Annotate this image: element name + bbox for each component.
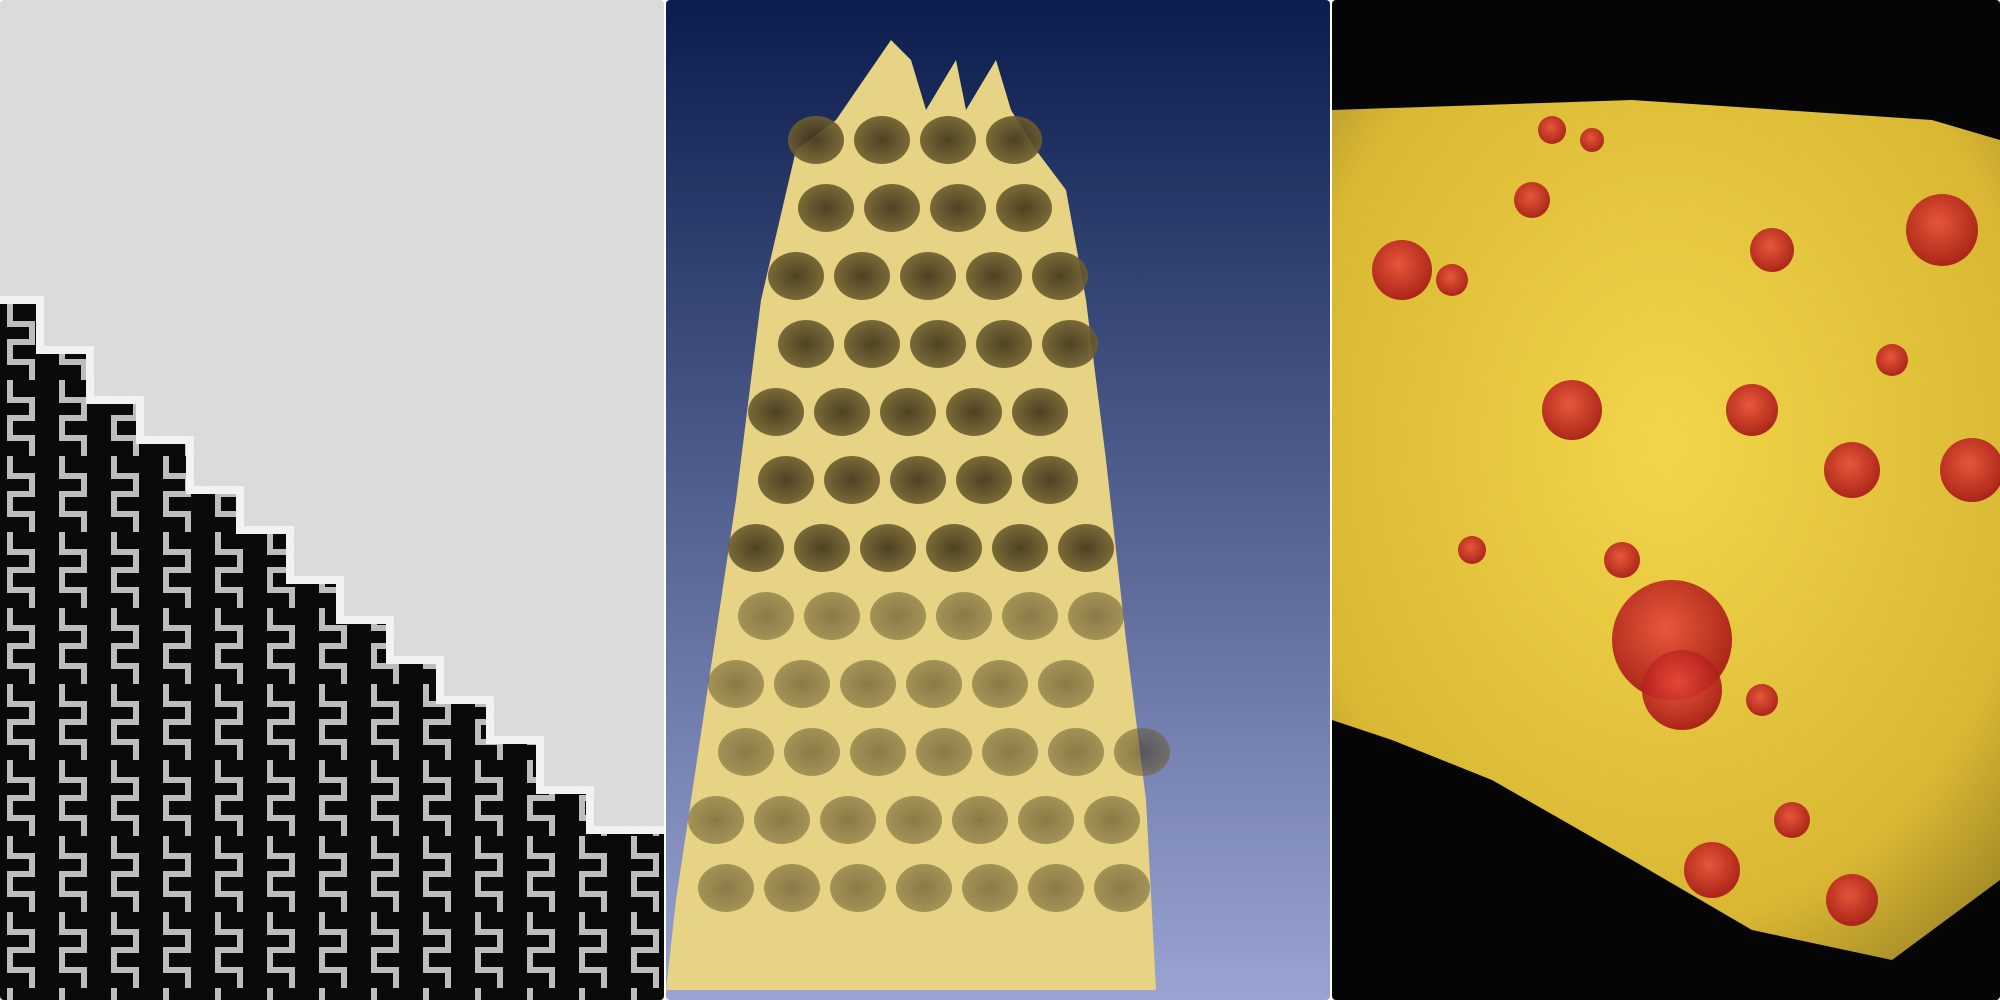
red-inclusion	[1436, 264, 1468, 296]
red-inclusion	[1750, 228, 1794, 272]
lattice-pore	[946, 388, 1002, 436]
lattice-pore	[784, 728, 840, 776]
lattice-pore	[718, 728, 774, 776]
lattice-pore	[824, 456, 880, 504]
lattice-pore	[860, 524, 916, 572]
lattice-pore	[708, 660, 764, 708]
lattice-pore	[778, 320, 834, 368]
lattice-pore	[1022, 456, 1078, 504]
lattice-pore	[834, 252, 890, 300]
lattice-pore	[952, 796, 1008, 844]
lattice-pore	[900, 252, 956, 300]
lattice-pore	[870, 592, 926, 640]
lattice-pore	[1028, 864, 1084, 912]
lattice-pore	[1048, 728, 1104, 776]
lattice-pore	[788, 116, 844, 164]
lattice-pore	[754, 796, 810, 844]
lattice-pore	[854, 116, 910, 164]
lattice-pore	[920, 116, 976, 164]
red-inclusion	[1514, 182, 1550, 218]
tem-micrograph-panel	[0, 0, 664, 1000]
lattice-pore	[1012, 388, 1068, 436]
lattice-pore	[798, 184, 854, 232]
lattice-pore	[966, 252, 1022, 300]
lattice-pore	[906, 660, 962, 708]
tem-micrograph-image	[0, 0, 664, 1000]
lattice-pore	[1032, 252, 1088, 300]
lattice-pore	[1094, 864, 1150, 912]
lattice-pore	[738, 592, 794, 640]
red-inclusion	[1642, 650, 1722, 730]
red-inclusion	[1906, 194, 1978, 266]
lattice-pore	[910, 320, 966, 368]
lattice-pore	[1084, 796, 1140, 844]
lattice-pore	[764, 864, 820, 912]
lattice-pore	[930, 184, 986, 232]
lattice-pore	[758, 456, 814, 504]
lattice-pore	[880, 388, 936, 436]
lattice-pore	[748, 388, 804, 436]
lattice-pore	[814, 388, 870, 436]
volume-render-panel	[1332, 0, 2000, 1000]
lattice-pore	[986, 116, 1042, 164]
lattice-pore	[972, 660, 1028, 708]
lattice-pore	[688, 796, 744, 844]
lattice-pore	[1058, 524, 1114, 572]
lattice-pore	[820, 796, 876, 844]
red-inclusion	[1876, 344, 1908, 376]
red-inclusion	[1604, 542, 1640, 578]
lattice-pore	[794, 524, 850, 572]
red-inclusion	[1580, 128, 1604, 152]
lattice-pore	[996, 184, 1052, 232]
red-inclusion	[1726, 384, 1778, 436]
lattice-pore	[1038, 660, 1094, 708]
lattice-pore	[962, 864, 1018, 912]
red-inclusion	[1746, 684, 1778, 716]
lattice-pore	[936, 592, 992, 640]
lattice-pore	[976, 320, 1032, 368]
lattice-pore	[1018, 796, 1074, 844]
lattice-pore	[1114, 728, 1170, 776]
red-inclusion	[1542, 380, 1602, 440]
lattice-pore	[982, 728, 1038, 776]
lattice-pore	[926, 524, 982, 572]
red-inclusion	[1824, 442, 1880, 498]
red-inclusion	[1774, 802, 1810, 838]
lattice-pore	[774, 660, 830, 708]
tomography-lattice-panel	[666, 0, 1330, 1000]
lattice-pore	[830, 864, 886, 912]
lattice-pore	[728, 524, 784, 572]
lattice-pore	[896, 864, 952, 912]
lattice-pore	[768, 252, 824, 300]
lattice-pore	[698, 864, 754, 912]
lattice-pore	[844, 320, 900, 368]
red-inclusion	[1538, 116, 1566, 144]
red-inclusion	[1458, 536, 1486, 564]
lattice-pore	[864, 184, 920, 232]
red-inclusion	[1940, 438, 2000, 502]
lattice-pore	[956, 456, 1012, 504]
lattice-pore	[886, 796, 942, 844]
red-inclusion	[1826, 874, 1878, 926]
lattice-pore	[840, 660, 896, 708]
tomography-lattice-image	[666, 0, 1330, 1000]
lattice-pore	[916, 728, 972, 776]
lattice-pore	[850, 728, 906, 776]
lattice-pore	[1042, 320, 1098, 368]
volume-render-image	[1332, 0, 2000, 1000]
red-inclusion	[1372, 240, 1432, 300]
lattice-pore	[890, 456, 946, 504]
lattice-pore	[992, 524, 1048, 572]
lattice-pore	[1002, 592, 1058, 640]
red-inclusion	[1684, 842, 1740, 898]
lattice-pore	[1068, 592, 1124, 640]
lattice-pore	[804, 592, 860, 640]
